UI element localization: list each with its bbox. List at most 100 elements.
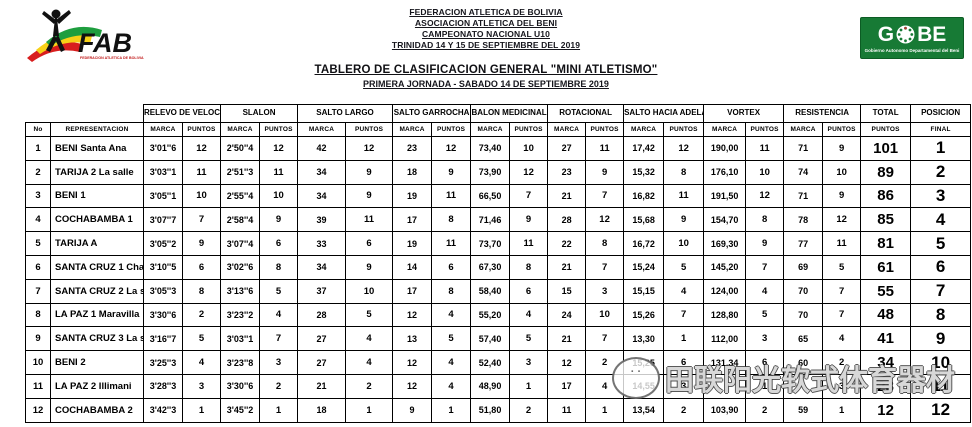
marca-cell: 34 xyxy=(297,183,347,209)
total-cell: 85 xyxy=(860,207,912,233)
puntos-cell: 11 xyxy=(585,136,625,161)
puntos-cell: 4 xyxy=(745,278,785,304)
puntos-cell: 7 xyxy=(259,326,299,352)
puntos-cell: 11 xyxy=(181,159,222,185)
marca-cell: 73,70 xyxy=(470,231,511,256)
marca-cell: 17,42 xyxy=(623,136,665,161)
puntos-cell: 12 xyxy=(431,136,472,161)
fab-logo-graphic: FAB FEDERACION ATLETICA DE BOLIVIA xyxy=(27,9,144,62)
puntos-subheader: PUNTOS xyxy=(259,122,299,137)
no-cell: 12 xyxy=(25,397,51,423)
marca-cell: 191,50 xyxy=(703,183,747,209)
marca-cell: 3'30''6 xyxy=(143,302,183,328)
puntos-cell: 12 xyxy=(745,183,785,209)
marca-cell: 73,40 xyxy=(470,136,511,161)
puntos-cell: 1 xyxy=(431,397,472,423)
puntos-cell: 4 xyxy=(431,302,472,328)
puntos-cell: 10 xyxy=(822,159,862,185)
puntos-cell: 5 xyxy=(259,278,299,304)
marca-cell: 16,82 xyxy=(623,183,665,209)
puntos-cell: 3 xyxy=(509,350,549,375)
puntos-cell: 11 xyxy=(431,231,472,256)
marca-cell: 24 xyxy=(547,302,587,328)
puntos-cell: 3 xyxy=(259,350,299,375)
team-name-cell: LA PAZ 2 Illimani xyxy=(50,373,144,399)
marca-cell: 60 xyxy=(783,350,824,375)
puntos-cell: 11 xyxy=(663,183,705,209)
puntos-cell: 4 xyxy=(822,326,862,352)
marca-cell: 28 xyxy=(547,207,587,233)
puntos-cell: 2 xyxy=(345,373,394,399)
puntos-cell: 6 xyxy=(509,278,549,304)
puntos-cell: 6 xyxy=(259,231,299,256)
puntos-cell: 3 xyxy=(585,278,625,304)
puntos-cell: 7 xyxy=(181,207,222,233)
table-row: 1 BENI Santa Ana 3'01''6 12 2'50''4 12 42 12 23 1… xyxy=(25,136,972,161)
no-cell: 1 xyxy=(25,136,51,161)
table-row: 11 LA PAZ 2 Illimani 3'28''3 3 3'30''6 2 21 2 12… xyxy=(25,373,972,399)
puntos-cell: 10 xyxy=(585,302,625,328)
puntos-cell: 5 xyxy=(745,302,785,328)
marca-cell: 23 xyxy=(392,136,433,161)
results-table-wrap: RELEVO DE VELOCIDAD SLALON SALTO LARGO S… xyxy=(25,104,972,423)
puntos-cell: 1 xyxy=(345,397,394,423)
puntos-cell: 9 xyxy=(822,136,862,161)
event-header: SALTO LARGO xyxy=(297,104,394,123)
no-cell: 10 xyxy=(25,350,51,375)
puntos-cell: 9 xyxy=(822,183,862,209)
event-header: SALTO GARROCHA xyxy=(392,104,472,123)
total-cell: 34 xyxy=(860,350,912,375)
puntos-cell: 6 xyxy=(181,254,222,280)
championship-line: CAMPEONATO NACIONAL U10 xyxy=(422,29,550,39)
marca-cell: 3'03''1 xyxy=(143,159,183,185)
event-header: RELEVO DE VELOCIDAD xyxy=(142,104,222,123)
puntos-subheader: PUNTOS xyxy=(745,122,785,137)
marca-cell: 71 xyxy=(783,136,824,161)
marca-cell: 9 xyxy=(392,397,433,423)
subheader-row: No REPRESENTACION MARCA PUNTOS MARCA PUNTOS… xyxy=(25,122,972,137)
marca-cell: 69 xyxy=(783,254,824,280)
no-cell: 11 xyxy=(25,373,51,399)
gobe-logo: G BE Gobierno Autonomo Departamental del… xyxy=(860,17,964,59)
total-cell: 48 xyxy=(860,302,912,328)
puntos-cell: 11 xyxy=(345,207,394,233)
puntos-cell: 7 xyxy=(585,254,625,280)
puntos-cell: 2 xyxy=(509,397,549,423)
no-cell: 6 xyxy=(25,254,51,280)
marca-cell: 17 xyxy=(392,207,433,233)
marca-cell: 34 xyxy=(297,254,347,280)
marca-cell: 2'58''4 xyxy=(220,207,261,233)
marca-cell: 48,90 xyxy=(470,373,511,399)
team-name-cell: SANTA CRUZ 3 La salle 2 xyxy=(50,326,144,352)
marca-cell: 70 xyxy=(783,278,824,304)
fab-subtext: FEDERACION ATLETICA DE BOLIVIA xyxy=(80,56,144,60)
marca-cell: 33 xyxy=(297,231,347,256)
federation-line: FEDERACION ATLETICA DE BOLIVIA xyxy=(409,7,563,17)
team-name-cell: SANTA CRUZ 1 Champions xyxy=(50,254,144,280)
marca-cell: 23 xyxy=(547,159,587,185)
marca-cell: 145,20 xyxy=(703,254,747,280)
puntos-cell: 11 xyxy=(822,231,862,256)
puntos-cell: 10 xyxy=(745,159,785,185)
puntos-cell: 2 xyxy=(181,302,222,328)
marca-cell: 55,20 xyxy=(470,302,511,328)
marca-cell: 3'05''3 xyxy=(143,278,183,304)
marca-cell: 51,80 xyxy=(470,397,511,423)
pos-cell: 3 xyxy=(910,183,972,209)
puntos-cell: 7 xyxy=(822,278,862,304)
no-cell: 3 xyxy=(25,183,51,209)
puntos-cell: 5 xyxy=(431,326,472,352)
puntos-cell: 4 xyxy=(431,373,472,399)
marca-cell: 18 xyxy=(297,397,347,423)
marca-cell: 3'07''7 xyxy=(143,207,183,233)
event-header: SALTO HACIA ADELANTE xyxy=(623,104,705,123)
puntos-cell: 7 xyxy=(822,302,862,328)
puntos-cell: 9 xyxy=(345,254,394,280)
puntos-cell: 4 xyxy=(181,350,222,375)
marca-cell: 15,68 xyxy=(623,207,665,233)
table-row: 2 TARIJA 2 La salle 3'03''1 11 2'51''3 11 34 9 1… xyxy=(25,159,972,185)
total-sub-header: PUNTOS xyxy=(860,122,912,137)
marca-cell: 131,34 xyxy=(703,350,747,375)
team-name-cell: LA PAZ 1 Maravilla xyxy=(50,302,144,328)
